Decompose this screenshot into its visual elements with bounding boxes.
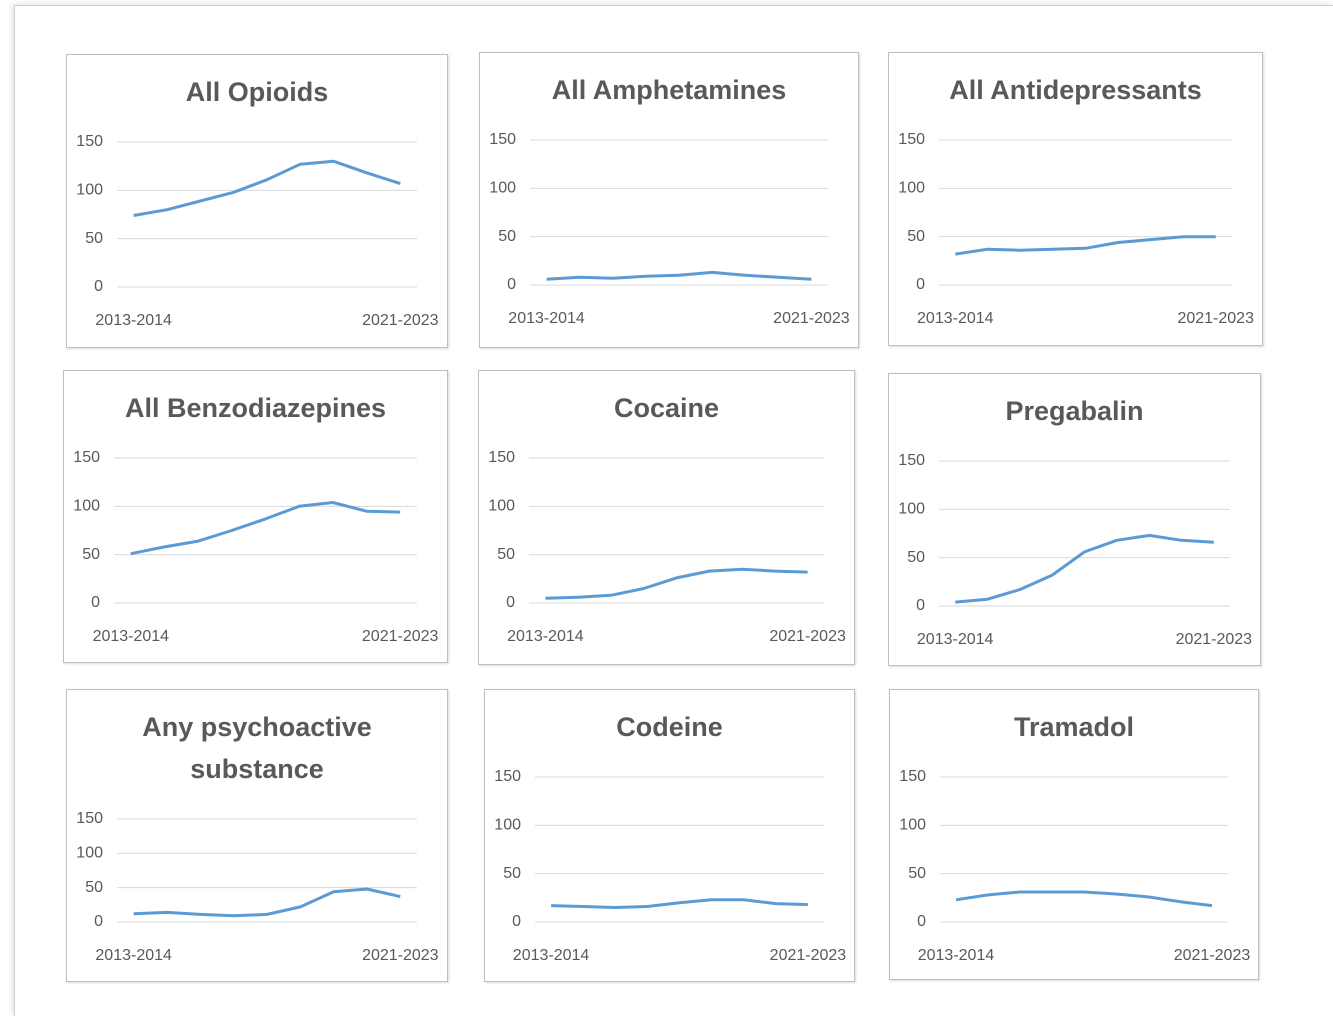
y-tick-label: 100	[489, 180, 516, 197]
chart-panel: 0 50 100 150 2013-2014 2021-2023 All Amphetami…	[479, 52, 859, 348]
y-tick-label: 100	[76, 182, 103, 199]
chart-panel: 0 50 100 150 2013-2014 2021-2023 All Opioids	[66, 54, 448, 348]
chart-title: All Opioids	[185, 77, 329, 107]
y-tick-label: 100	[494, 817, 521, 834]
chart: 0 50 100 150 2013-2014 2021-2023	[76, 133, 439, 329]
chart-title: Tramadol	[1013, 712, 1135, 742]
chart-title: Any psychoactive substance	[142, 712, 372, 784]
chart-panel: 0 50 100 150 2013-2014 2021-2023 Cocaine	[478, 370, 855, 665]
chart: 0 50 100 150 2013-2014 2021-2023	[899, 768, 1251, 964]
x-tick-label: 2021-2023	[770, 947, 847, 964]
data-line	[546, 270, 812, 281]
y-tick-label: 100	[898, 501, 925, 518]
x-tick-label: 2013-2014	[95, 947, 172, 964]
y-tick-label: 150	[494, 768, 521, 785]
x-tick-label: 2021-2023	[773, 310, 850, 327]
y-tick-label: 0	[506, 594, 515, 611]
chart-title: Codeine	[616, 712, 723, 742]
x-tick-label: 2021-2023	[1177, 310, 1254, 327]
chart-panel: 0 50 100 150 2013-2014 2021-2023 Codeine	[484, 689, 855, 982]
y-tick-label: 150	[76, 133, 103, 150]
chart: 0 50 100 150 2013-2014 2021-2023	[489, 131, 850, 327]
chart: 0 50 100 150 2013-2014 2021-2023	[73, 449, 439, 645]
x-tick-label: 2013-2014	[917, 310, 994, 327]
chart-panel: 0 50 100 150 2013-2014 2021-2023 Any psychoact…	[66, 689, 448, 982]
x-tick-label: 2021-2023	[362, 947, 439, 964]
chart: 0 50 100 150 2013-2014 2021-2023	[898, 131, 1254, 327]
y-tick-label: 0	[94, 913, 103, 930]
y-tick-label: 0	[917, 913, 926, 930]
chart-panel: 0 50 100 150 2013-2014 2021-2023 Tramadol	[889, 689, 1259, 980]
page: 0 50 100 150 2013-2014 2021-2023 All Opioids 0 5…	[14, 5, 1333, 1016]
chart-title: Cocaine	[613, 393, 720, 423]
y-tick-label: 100	[488, 498, 515, 515]
y-tick-label: 100	[73, 498, 100, 515]
y-tick-label: 0	[512, 913, 521, 930]
y-tick-label: 50	[498, 228, 516, 245]
data-line	[133, 887, 401, 918]
chart: 0 50 100 150 2013-2014 2021-2023	[488, 449, 846, 645]
y-tick-label: 50	[497, 546, 515, 563]
data-line	[551, 898, 808, 909]
data-line	[545, 567, 808, 600]
y-tick-label: 150	[73, 449, 100, 466]
x-tick-label: 2013-2014	[507, 628, 584, 645]
x-tick-label: 2021-2023	[362, 312, 439, 329]
y-tick-label: 50	[907, 228, 925, 245]
x-tick-label: 2021-2023	[362, 628, 439, 645]
y-tick-label: 150	[76, 810, 103, 827]
x-tick-label: 2021-2023	[769, 628, 846, 645]
y-tick-label: 100	[898, 180, 925, 197]
y-tick-label: 150	[899, 768, 926, 785]
y-tick-label: 0	[94, 278, 103, 295]
data-line	[130, 501, 401, 556]
data-line	[955, 533, 1214, 604]
chart-title: All Benzodiazepines	[124, 393, 387, 423]
y-tick-label: 100	[899, 817, 926, 834]
x-tick-label: 2013-2014	[513, 947, 590, 964]
x-tick-label: 2013-2014	[508, 310, 585, 327]
y-tick-label: 50	[908, 865, 926, 882]
x-tick-label: 2013-2014	[93, 628, 170, 645]
chart: 0 50 100 150 2013-2014 2021-2023	[76, 810, 439, 964]
chart-title: Pregabalin	[1005, 396, 1144, 426]
y-tick-label: 50	[503, 865, 521, 882]
y-tick-label: 0	[916, 597, 925, 614]
x-tick-label: 2013-2014	[918, 947, 995, 964]
x-tick-label: 2021-2023	[1176, 631, 1253, 648]
y-tick-label: 50	[82, 546, 100, 563]
x-tick-label: 2013-2014	[95, 312, 172, 329]
y-tick-label: 50	[85, 230, 103, 247]
y-tick-label: 50	[85, 879, 103, 896]
chart: 0 50 100 150 2013-2014 2021-2023	[898, 452, 1253, 648]
y-tick-label: 150	[488, 449, 515, 466]
chart-title: All Amphetamines	[551, 75, 787, 105]
y-tick-label: 150	[489, 131, 516, 148]
chart-panel: 0 50 100 150 2013-2014 2021-2023 Pregabalin	[888, 373, 1261, 666]
chart: 0 50 100 150 2013-2014 2021-2023	[494, 768, 847, 964]
chart-panel: 0 50 100 150 2013-2014 2021-2023 All Benzodiaz…	[63, 370, 448, 663]
x-tick-label: 2013-2014	[917, 631, 994, 648]
data-line	[955, 235, 1216, 256]
y-tick-label: 0	[507, 276, 516, 293]
y-tick-label: 0	[91, 594, 100, 611]
x-tick-label: 2021-2023	[1174, 947, 1251, 964]
data-line	[955, 890, 1213, 908]
data-line	[133, 159, 401, 217]
y-tick-label: 50	[907, 549, 925, 566]
chart-panel: 0 50 100 150 2013-2014 2021-2023 All Antidepre…	[888, 52, 1263, 346]
y-tick-label: 150	[898, 452, 925, 469]
chart-title: All Antidepressants	[949, 75, 1202, 105]
y-tick-label: 150	[898, 131, 925, 148]
y-tick-label: 0	[916, 276, 925, 293]
y-tick-label: 100	[76, 845, 103, 862]
